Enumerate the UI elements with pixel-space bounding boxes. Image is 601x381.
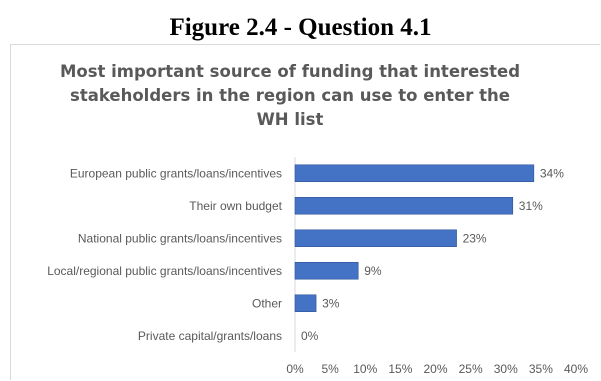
bar	[294, 294, 317, 312]
data-label: 31%	[519, 199, 543, 213]
chart-title-line-1: Most important source of funding that in…	[59, 62, 521, 81]
category-label: Their own budget	[189, 199, 282, 213]
x-tick-label: 15%	[388, 362, 412, 376]
category-label: European public grants/loans/incentives	[70, 166, 282, 180]
chart-title-line-3: WH list	[256, 110, 324, 129]
x-tick-label: 35%	[529, 362, 553, 376]
data-label: 9%	[364, 264, 382, 278]
data-label: 0%	[301, 329, 319, 343]
category-label: Private capital/grants/loans	[138, 329, 282, 343]
x-tick-label: 5%	[321, 362, 339, 376]
category-label: National public grants/loans/incentives	[78, 231, 282, 245]
category-label: Local/regional public grants/loans/incen…	[47, 264, 282, 278]
figure-title: Figure 2.4 - Question 4.1	[169, 14, 432, 41]
data-label: 3%	[322, 296, 340, 310]
x-tick-label: 40%	[564, 362, 588, 376]
x-tick-label: 0%	[286, 362, 304, 376]
data-label: 34%	[540, 166, 564, 180]
chart-frame	[10, 44, 600, 380]
chart-title: Most important source of funding that in…	[30, 60, 550, 132]
bar	[294, 164, 535, 183]
x-tick-label: 30%	[494, 362, 518, 376]
x-tick-label: 25%	[459, 362, 483, 376]
data-label: 23%	[463, 231, 487, 245]
x-tick-label: 10%	[353, 362, 377, 376]
bar	[294, 229, 457, 248]
bar	[294, 261, 359, 280]
x-tick-label: 20%	[423, 362, 447, 376]
chart-title-line-2: stakeholders in the region can use to en…	[70, 86, 510, 105]
category-label: Other	[252, 296, 282, 310]
bar	[294, 197, 514, 215]
